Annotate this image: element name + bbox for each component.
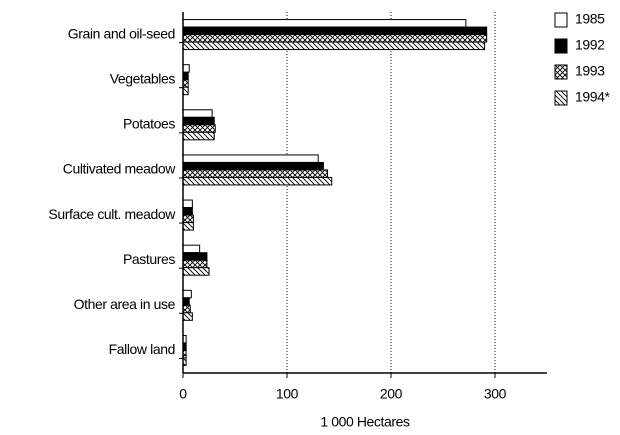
bar: [182, 244, 201, 254]
y-tick-label: Cultivated meadow: [63, 161, 177, 177]
y-tick-label: Fallow land: [109, 341, 175, 357]
bar: [182, 71, 189, 81]
bar: [182, 154, 319, 163]
bar: [182, 289, 192, 299]
bar: [182, 304, 191, 314]
x-axis-label: 1 000 Hectares: [320, 414, 410, 430]
bar: [182, 207, 193, 216]
x-tick-label: 200: [380, 386, 403, 402]
y-tick-label: Grain and oil-seed: [68, 25, 175, 41]
y-tick-label: Other area in use: [74, 296, 176, 312]
legend-swatch: [554, 90, 568, 106]
bar: [182, 259, 208, 269]
bar: [182, 64, 190, 73]
bar: [182, 131, 215, 141]
legend-label: 1985: [575, 11, 605, 27]
legend-swatch: [554, 38, 568, 54]
x-tick-label: 0: [179, 386, 187, 402]
bar: [182, 116, 215, 126]
bar: [182, 26, 488, 36]
bar: [182, 79, 189, 88]
bar: [182, 169, 329, 178]
bar: [182, 267, 210, 276]
bar: [182, 199, 193, 209]
legend-label: 1993: [575, 63, 605, 79]
legend-swatch: [554, 64, 568, 80]
y-tick-label: Potatoes: [123, 116, 175, 132]
bar: [182, 252, 208, 261]
y-tick-label: Pastures: [123, 251, 175, 267]
bar: [182, 124, 216, 133]
bar: [182, 109, 213, 118]
bar: [182, 161, 324, 171]
bar: [182, 41, 486, 51]
y-tick-label: Surface cult. meadow: [48, 206, 176, 222]
legend-swatch: [554, 12, 568, 28]
legend-label: 1992: [575, 37, 605, 53]
bar: [182, 297, 190, 306]
legend-label: 1994*: [575, 89, 611, 105]
x-tick-label: 100: [276, 386, 299, 402]
bar: [182, 214, 194, 224]
bar: [182, 19, 467, 28]
y-tick-label: Vegetables: [110, 70, 176, 86]
x-tick-label: 300: [484, 386, 507, 402]
bar: [182, 86, 189, 96]
bar: [182, 222, 194, 231]
bar: [182, 34, 488, 43]
bar: [182, 176, 333, 186]
bar: [182, 312, 193, 321]
